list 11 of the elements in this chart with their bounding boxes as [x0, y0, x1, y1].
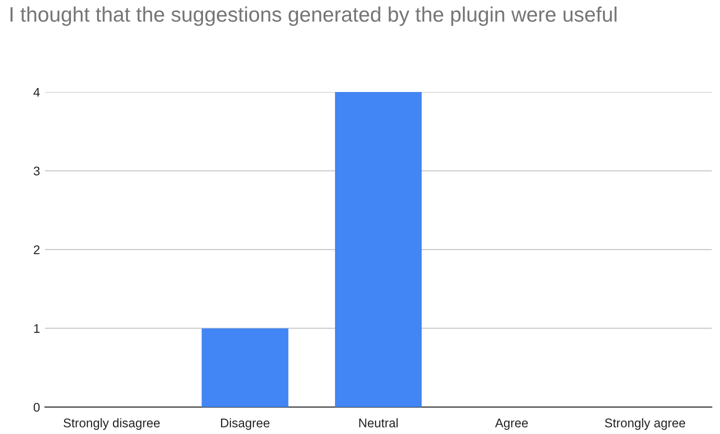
y-tick-label: 4: [33, 88, 40, 97]
chart-title: I thought that the suggestions generated by the plugin were useful: [10, 6, 616, 26]
x-tick-label: Disagree: [221, 418, 270, 430]
y-tick-label: 2: [34, 245, 40, 254]
y-tick-label: 1: [34, 324, 40, 333]
y-tick-label: 3: [34, 166, 40, 176]
x-tick-label: Strongly agree: [604, 418, 686, 430]
y-tick-label: 0: [34, 402, 40, 412]
x-tick-label: Strongly disagree: [64, 418, 160, 430]
x-tick-label: Neutral: [359, 418, 398, 428]
x-tick-label: Agree: [495, 418, 528, 430]
